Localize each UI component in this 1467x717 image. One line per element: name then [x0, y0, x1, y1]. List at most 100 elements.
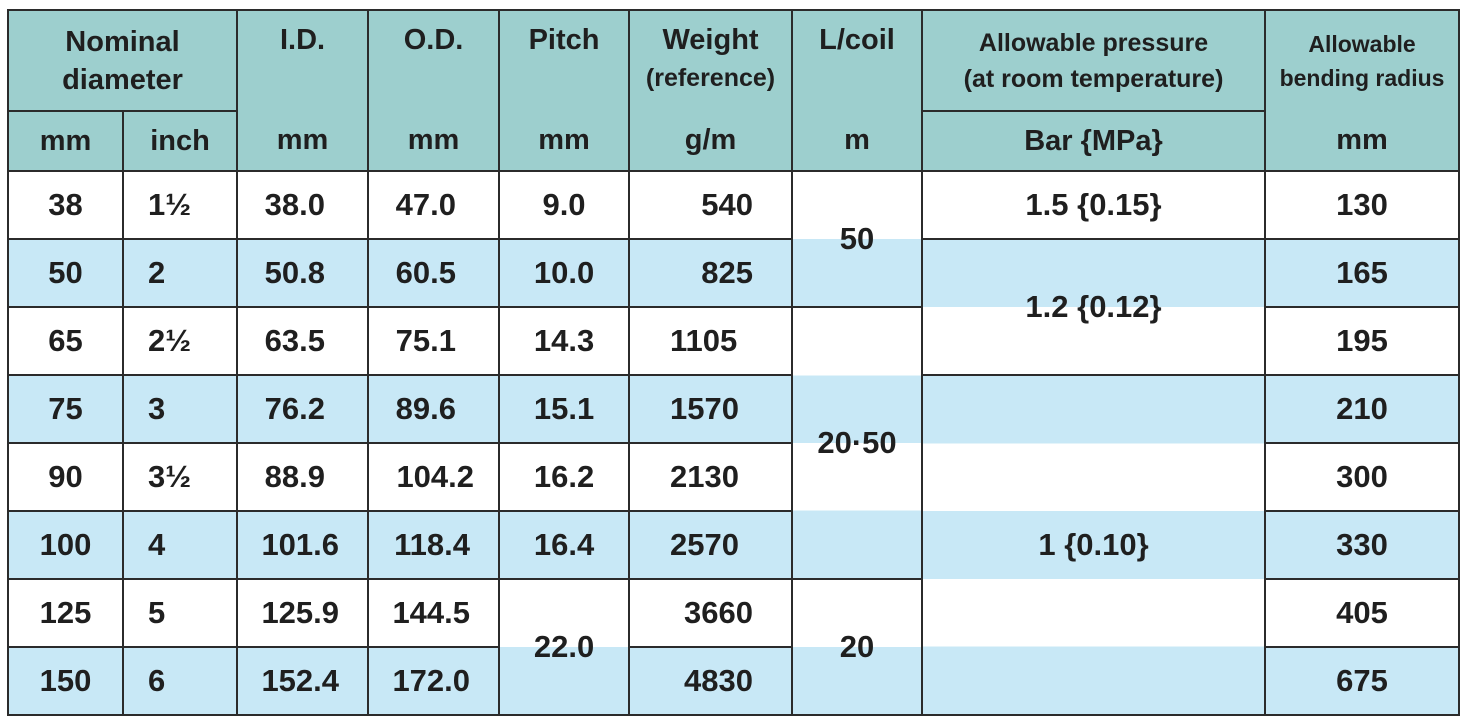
- pitch-cell: 16.4: [498, 510, 631, 580]
- nominal-mm-cell: 38: [7, 170, 124, 240]
- id-cell: 88.9: [236, 442, 370, 512]
- nominal-mm-cell: 50: [7, 238, 124, 308]
- pitch-cell: 16.2: [498, 442, 631, 512]
- id-cell: 50.8: [236, 238, 370, 308]
- table-row: 65 2½ 63.5 75.1 14.3 1105 20·50 195: [7, 306, 1461, 580]
- pressure-value-10: 1 {0.10}: [1038, 527, 1149, 562]
- lcoil-cell-20: 20: [791, 578, 924, 716]
- nominal-mm-cell: 150: [7, 646, 124, 716]
- lcoil-value-20-50: 20·50: [817, 425, 897, 460]
- nominal-inch-cell: 2½: [121, 306, 239, 376]
- unit-nominal-inch: inch: [121, 110, 239, 172]
- unit-weight: g/m: [628, 111, 794, 172]
- weight-cell: 3660: [628, 578, 794, 648]
- table-row: 50 2 50.8 60.5 10.0 825 1.2 {0.12} 165: [7, 238, 1461, 376]
- nominal-inch-cell: 4: [121, 510, 239, 580]
- od-cell: 118.4: [367, 510, 501, 580]
- pressure-value-12: 1.2 {0.12}: [1025, 289, 1162, 324]
- pressure-cell-15: 1.5 {0.15}: [921, 170, 1267, 240]
- pitch-header: Pitch: [498, 9, 631, 111]
- id-cell: 76.2: [236, 374, 370, 444]
- id-cell: 125.9: [236, 578, 370, 648]
- od-cell: 172.0: [367, 646, 501, 716]
- nominal-diameter-header-line1: Nominal: [65, 25, 180, 58]
- table-row: 150 6 152.4 172.0 4830 675: [7, 646, 1461, 716]
- pitch-value-22: 22.0: [533, 629, 595, 664]
- pressure-header: Allowable pressure (at room temperature): [921, 9, 1267, 112]
- bending-header-line1: Allowable: [1308, 31, 1416, 57]
- weight-cell: 540: [628, 170, 794, 240]
- table-row: 100 4 101.6 118.4 16.4 2570 330: [7, 510, 1461, 580]
- od-cell: 47.0: [367, 170, 501, 240]
- bending-cell: 300: [1264, 442, 1461, 512]
- unit-pitch: mm: [498, 111, 631, 172]
- weight-cell: 825: [628, 238, 794, 308]
- table-row: 125 5 125.9 144.5 22.0 3660 20 405: [7, 578, 1461, 716]
- lcoil-cell-50: 50: [791, 170, 924, 308]
- nominal-mm-cell: 125: [7, 578, 124, 648]
- bending-cell: 210: [1264, 374, 1461, 444]
- od-cell: 104.2: [367, 442, 501, 512]
- nominal-mm-cell: 65: [7, 306, 124, 376]
- bending-cell: 675: [1264, 646, 1461, 716]
- unit-id: mm: [236, 111, 370, 172]
- bending-cell: 405: [1264, 578, 1461, 648]
- pressure-cell-10: 1 {0.10}: [921, 374, 1267, 716]
- table-row: 90 3½ 88.9 104.2 16.2 2130 300: [7, 442, 1461, 512]
- pitch-cell: 15.1: [498, 374, 631, 444]
- weight-header: Weight (reference): [628, 9, 794, 111]
- bending-cell: 195: [1264, 306, 1461, 376]
- bending-header: Allowable bending radius: [1264, 9, 1461, 111]
- nominal-inch-cell: 6: [121, 646, 239, 716]
- spec-table-wrapper: Nominal diameter I.D. O.D. Pitch Weight …: [6, 9, 1461, 716]
- id-header: I.D.: [236, 9, 370, 111]
- table-row: 38 1½ 38.0 47.0 9.0 540 50 1.5 {0.15} 13…: [7, 170, 1461, 308]
- nominal-inch-cell: 3: [121, 374, 239, 444]
- od-cell: 75.1: [367, 306, 501, 376]
- nominal-mm-cell: 100: [7, 510, 124, 580]
- nominal-mm-cell: 75: [7, 374, 124, 444]
- lcoil-header: L/coil: [791, 9, 924, 111]
- hose-spec-table: Nominal diameter I.D. O.D. Pitch Weight …: [6, 9, 1461, 716]
- lcoil-value-50: 50: [839, 221, 875, 256]
- weight-header-label: Weight: [662, 24, 759, 56]
- pressure-header-line2: (at room temperature): [963, 64, 1224, 93]
- nominal-inch-cell: 2: [121, 238, 239, 308]
- weight-cell: 1105: [628, 306, 794, 376]
- pressure-cell-12: 1.2 {0.12}: [921, 238, 1267, 376]
- lcoil-cell-20-50: 20·50: [791, 306, 924, 580]
- pressure-header-line1: Allowable pressure: [978, 28, 1209, 57]
- nominal-diameter-header: Nominal diameter: [6, 9, 239, 112]
- unit-lcoil: m: [791, 111, 924, 172]
- pitch-cell: 14.3: [498, 306, 631, 376]
- weight-cell: 2570: [628, 510, 794, 580]
- unit-bending: mm: [1264, 111, 1461, 172]
- od-cell: 89.6: [367, 374, 501, 444]
- weight-cell: 2130: [628, 442, 794, 512]
- nominal-inch-cell: 5: [121, 578, 239, 648]
- id-cell: 101.6: [236, 510, 370, 580]
- weight-cell: 4830: [628, 646, 794, 716]
- pitch-cell-22: 22.0: [498, 578, 631, 716]
- nominal-inch-cell: 3½: [121, 442, 239, 512]
- weight-header-note: (reference): [645, 64, 776, 92]
- nominal-mm-cell: 90: [7, 442, 124, 512]
- pitch-cell: 10.0: [498, 238, 631, 308]
- table-row: 75 3 76.2 89.6 15.1 1570 1 {0.10} 210: [7, 374, 1461, 716]
- unit-pressure: Bar {MPa}: [921, 110, 1267, 172]
- pitch-cell: 9.0: [498, 170, 631, 240]
- od-cell: 144.5: [367, 578, 501, 648]
- bending-header-line2: bending radius: [1279, 65, 1445, 91]
- id-cell: 38.0: [236, 170, 370, 240]
- unit-od: mm: [367, 111, 501, 172]
- weight-cell: 1570: [628, 374, 794, 444]
- lcoil-value-20: 20: [839, 629, 875, 664]
- nominal-diameter-header-line2: diameter: [62, 63, 183, 96]
- bending-cell: 165: [1264, 238, 1461, 308]
- id-cell: 152.4: [236, 646, 370, 716]
- od-header: O.D.: [367, 9, 501, 111]
- unit-nominal-mm: mm: [7, 110, 124, 172]
- bending-cell: 130: [1264, 170, 1461, 240]
- id-cell: 63.5: [236, 306, 370, 376]
- nominal-inch-cell: 1½: [121, 170, 239, 240]
